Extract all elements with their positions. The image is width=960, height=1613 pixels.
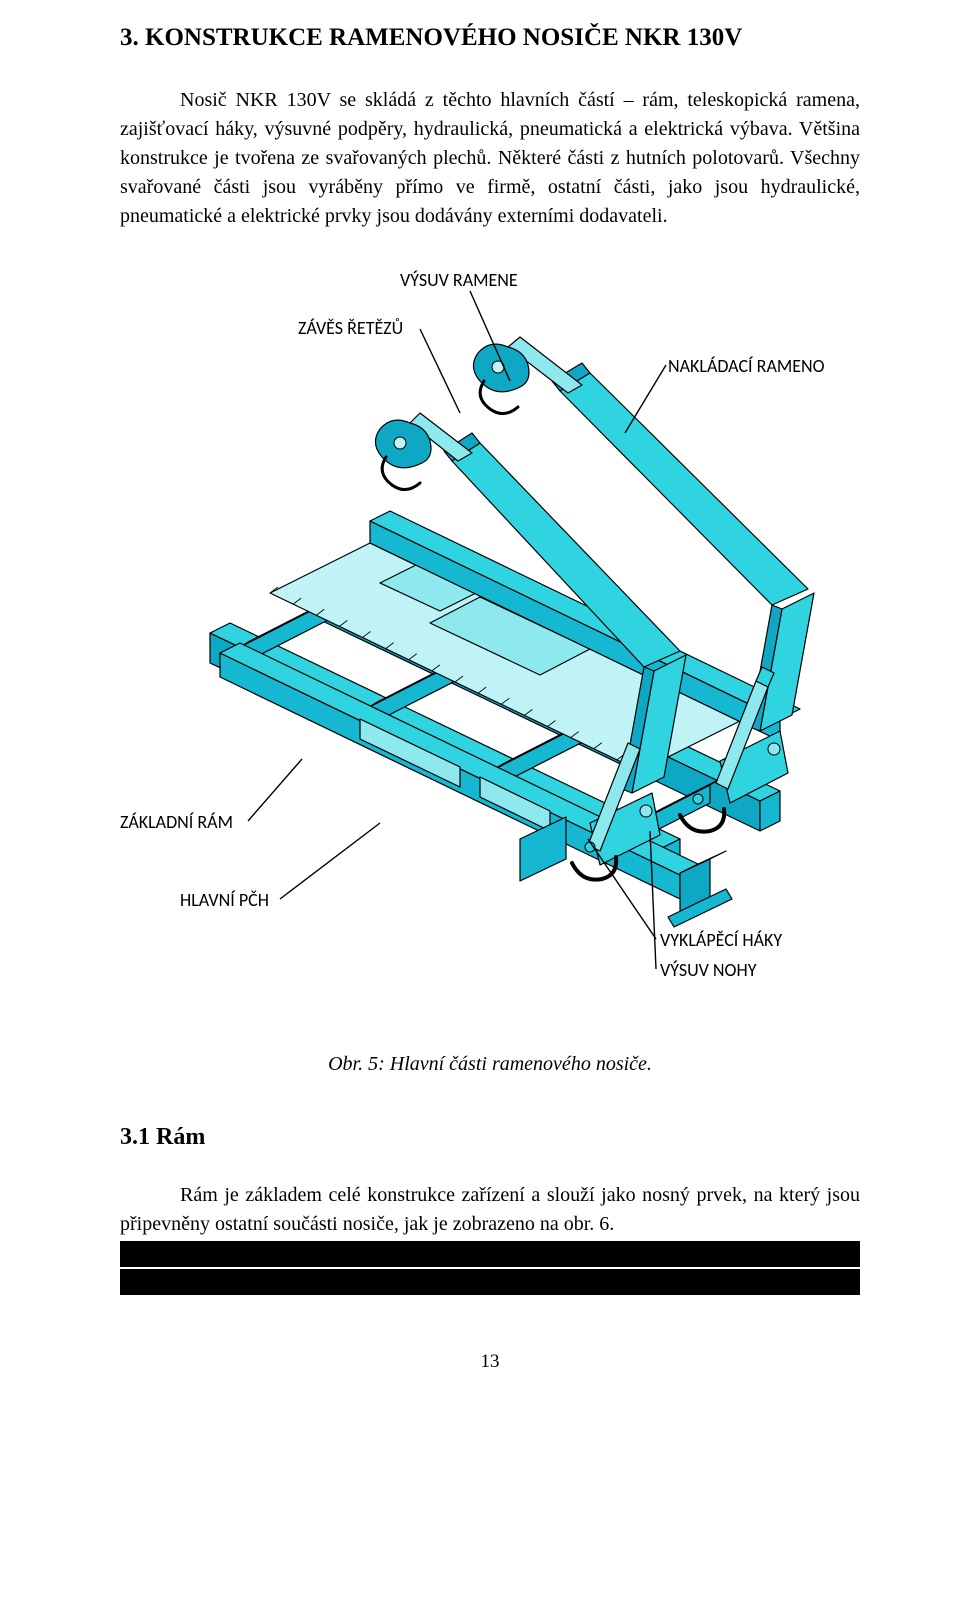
figure-wrap: VÝSUV RAMENE ZÁVĚS ŘETĚZŮ NAKLÁDACÍ RAMENO… bbox=[120, 263, 860, 1043]
figure-label-vysun-nohy: VÝSUV NOHY bbox=[660, 959, 756, 981]
redaction-bar bbox=[120, 1269, 860, 1295]
paragraph-1: Nosič NKR 130V se skládá z těchto hlavní… bbox=[120, 86, 860, 231]
redaction-bar bbox=[120, 1241, 860, 1267]
figure-label-zaves-retezu: ZÁVĚS ŘETĚZŮ bbox=[298, 317, 403, 339]
paragraph-2: Rám je základem celé konstrukce zařízení… bbox=[120, 1181, 860, 1239]
figure-caption: Obr. 5: Hlavní části ramenového nosiče. bbox=[120, 1053, 860, 1076]
subsection-heading: 3.1 Rám bbox=[120, 1124, 860, 1151]
page: 3. KONSTRUKCE RAMENOVÉHO NOSIČE NKR 130V… bbox=[0, 0, 960, 1397]
figure-label-vyklapeci-haky: VYKLÁPĚCÍ HÁKY bbox=[660, 929, 782, 951]
page-number: 13 bbox=[120, 1351, 860, 1373]
figure-label-nakladaci-rameno: NAKLÁDACÍ RAMENO bbox=[668, 355, 825, 377]
figure-5: VÝSUV RAMENE ZÁVĚS ŘETĚZŮ NAKLÁDACÍ RAMENO… bbox=[120, 263, 860, 1043]
figure-label-zakladni-ram: ZÁKLADNÍ RÁM bbox=[120, 811, 233, 833]
section-heading: 3. KONSTRUKCE RAMENOVÉHO NOSIČE NKR 130V bbox=[120, 24, 860, 52]
figure-label-vysun-ramene: VÝSUV RAMENE bbox=[400, 269, 518, 291]
figure-label-hlavni-pch: HLAVNÍ PČH bbox=[180, 889, 269, 911]
